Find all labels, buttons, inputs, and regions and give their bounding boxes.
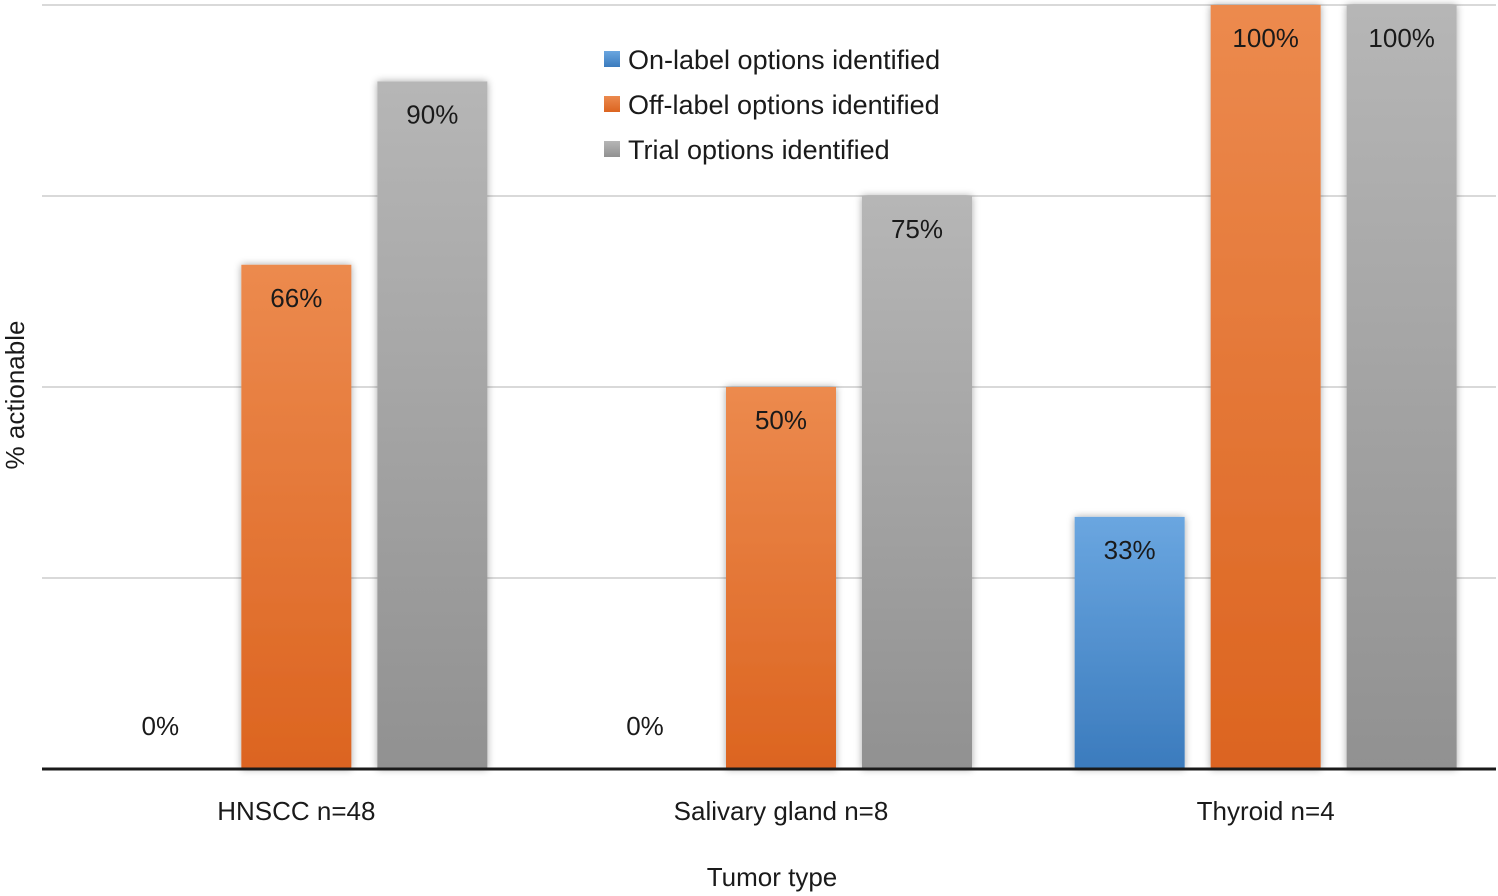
legend-label: Off-label options identified xyxy=(628,90,940,120)
legend: On-label options identified Off-label opt… xyxy=(604,45,940,165)
bar-off-label xyxy=(1210,5,1321,769)
data-label: 0% xyxy=(142,711,180,741)
data-label: 75% xyxy=(891,214,943,244)
data-label: 90% xyxy=(406,99,458,129)
data-label: 100% xyxy=(1368,23,1435,53)
legend-label: Trial options identified xyxy=(628,135,890,165)
data-label: 100% xyxy=(1232,23,1299,53)
data-label: 33% xyxy=(1104,535,1156,565)
bar-trial xyxy=(377,81,488,769)
legend-swatch xyxy=(604,96,620,112)
data-label: 50% xyxy=(755,405,807,435)
legend-swatch xyxy=(604,51,620,67)
category-label: Thyroid n=4 xyxy=(1197,796,1335,826)
bars xyxy=(241,5,1457,769)
legend-label: On-label options identified xyxy=(628,45,940,75)
x-axis-title: Tumor type xyxy=(707,862,838,892)
bar-trial xyxy=(862,196,972,769)
category-labels: HNSCC n=48 Salivary gland n=8 Thyroid n=4 xyxy=(217,796,1334,826)
bar-off-label xyxy=(241,264,352,769)
bar-labels: 0% 66% 90% 0% 50% 75% 33% 100% 100% xyxy=(142,23,1435,741)
y-axis-title: % actionable xyxy=(0,321,30,470)
bar-on-label xyxy=(1074,516,1185,769)
data-label: 66% xyxy=(270,283,322,313)
category-label: HNSCC n=48 xyxy=(217,796,375,826)
legend-swatch xyxy=(604,141,620,157)
bar-off-label xyxy=(726,387,836,769)
category-label: Salivary gland n=8 xyxy=(674,796,889,826)
bar-trial xyxy=(1346,5,1457,769)
data-label: 0% xyxy=(626,711,664,741)
